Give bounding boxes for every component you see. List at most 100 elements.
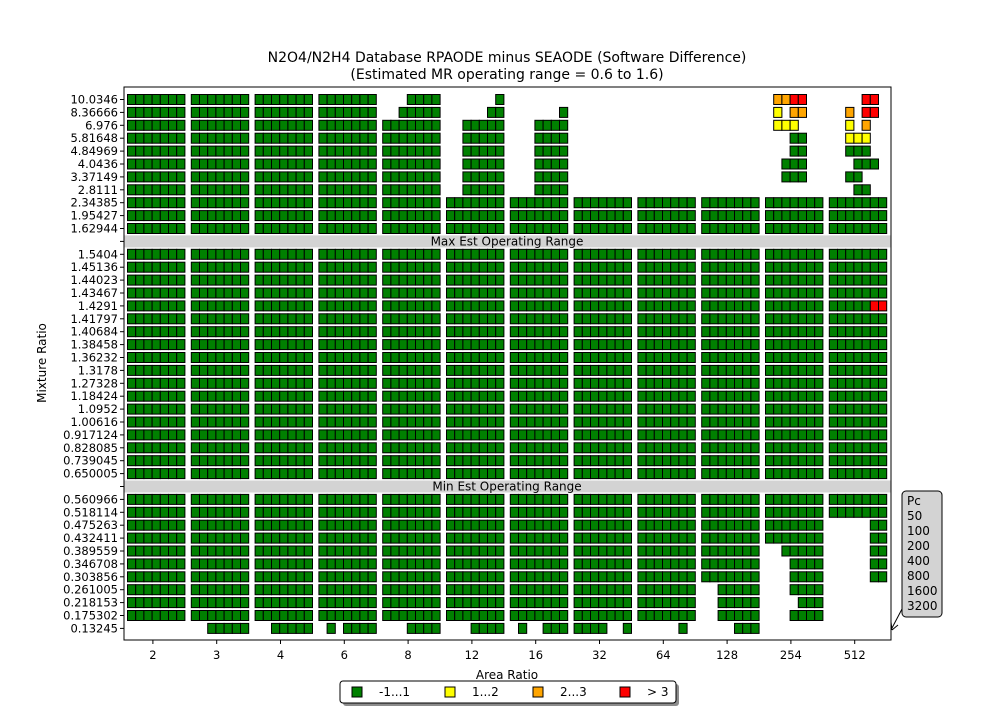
heatmap-cell <box>351 377 361 389</box>
heatmap-cell <box>215 390 225 402</box>
heatmap-cell <box>670 403 680 415</box>
heatmap-cell <box>127 610 137 621</box>
heatmap-cell <box>526 558 536 570</box>
heatmap-cell <box>431 532 441 544</box>
heatmap-cell <box>534 545 544 557</box>
heatmap-cell <box>287 506 297 518</box>
heatmap-cell <box>550 223 560 234</box>
heatmap-cell <box>598 403 608 415</box>
heatmap-cell <box>271 442 281 454</box>
heatmap-cell <box>709 261 719 273</box>
heatmap-cell <box>254 364 264 376</box>
heatmap-cell <box>287 584 297 596</box>
heatmap-cell <box>423 248 433 260</box>
heatmap-cell <box>326 171 336 183</box>
heatmap-cell <box>781 300 791 312</box>
heatmap-cell <box>398 261 408 273</box>
heatmap-cell <box>318 210 328 222</box>
heatmap-cell <box>678 274 688 286</box>
heatmap-cell <box>806 545 816 557</box>
heatmap-cell <box>645 287 655 299</box>
heatmap-cell <box>837 429 847 441</box>
heatmap-cell <box>406 339 416 351</box>
heatmap-cell <box>326 248 336 260</box>
heatmap-cell <box>614 274 624 286</box>
heatmap-cell <box>487 223 497 234</box>
heatmap-cell <box>431 403 441 415</box>
heatmap-cell <box>398 610 408 621</box>
heatmap-cell <box>231 532 242 544</box>
heatmap-cell <box>861 313 871 325</box>
heatmap-cell <box>559 545 569 557</box>
heatmap-cell <box>359 184 369 196</box>
heatmap-cell <box>590 197 600 209</box>
heatmap-cell <box>207 377 217 389</box>
heatmap-cell <box>423 364 433 376</box>
heatmap-cell <box>750 493 760 505</box>
heatmap-cell <box>653 223 663 234</box>
heatmap-cell <box>678 197 688 209</box>
heatmap-cell <box>725 197 735 209</box>
heatmap-cell <box>318 519 328 531</box>
heatmap-cell <box>279 416 289 428</box>
heatmap-cell <box>878 210 888 222</box>
heatmap-cell <box>509 313 519 325</box>
heatmap-cell <box>709 493 719 505</box>
heatmap-cell <box>143 248 153 260</box>
heatmap-cell <box>662 377 672 389</box>
heatmap-cell <box>446 584 456 596</box>
heatmap-cell <box>487 403 497 415</box>
heatmap-cell <box>590 352 600 363</box>
heatmap-cell <box>423 493 433 505</box>
heatmap-cell <box>406 597 416 609</box>
heatmap-cell <box>797 132 807 144</box>
heatmap-cell <box>637 558 647 570</box>
heatmap-cell <box>853 184 863 196</box>
heatmap-cell <box>343 339 353 351</box>
heatmap-cell <box>406 106 416 118</box>
heatmap-cell <box>845 403 855 415</box>
heatmap-cell <box>359 610 369 621</box>
heatmap-cell <box>701 339 711 351</box>
heatmap-cell <box>861 119 871 131</box>
heatmap-cell <box>495 493 505 505</box>
heatmap-cell <box>135 519 145 531</box>
heatmap-cell <box>334 94 344 105</box>
heatmap-cell <box>678 403 688 415</box>
heatmap-cell <box>797 571 807 583</box>
heatmap-cell <box>773 119 783 131</box>
heatmap-cell <box>343 584 353 596</box>
heatmap-cell <box>176 287 186 299</box>
heatmap-cell <box>359 94 369 105</box>
heatmap-cell <box>662 442 672 454</box>
heatmap-cell <box>550 158 560 170</box>
heatmap-cell <box>717 416 727 428</box>
heatmap-cell <box>254 493 264 505</box>
heatmap-cell <box>423 390 433 402</box>
heatmap-cell <box>645 339 655 351</box>
heatmap-cell <box>367 171 377 183</box>
heatmap-cell <box>190 313 201 325</box>
heatmap-cell <box>318 429 328 441</box>
heatmap-cell <box>343 403 353 415</box>
heatmap-cell <box>240 158 250 170</box>
heatmap-cell <box>734 597 744 609</box>
heatmap-cell <box>478 261 488 273</box>
heatmap-cell <box>398 158 408 170</box>
heatmap-cell <box>637 261 647 273</box>
heatmap-cell <box>878 545 888 557</box>
heatmap-cell <box>853 145 863 157</box>
heatmap-cell <box>406 584 416 596</box>
heatmap-cell <box>415 468 425 480</box>
heatmap-cell <box>207 326 217 338</box>
operating-range-band <box>124 235 891 248</box>
heatmap-cell <box>240 364 250 376</box>
heatmap-cell <box>351 94 361 105</box>
heatmap-cell <box>742 403 752 415</box>
heatmap-cell <box>559 339 569 351</box>
heatmap-cell <box>542 442 552 454</box>
heatmap-cell <box>678 455 688 467</box>
heatmap-cell <box>190 106 201 118</box>
heatmap-cell <box>806 532 816 544</box>
heatmap-cell <box>645 610 655 621</box>
